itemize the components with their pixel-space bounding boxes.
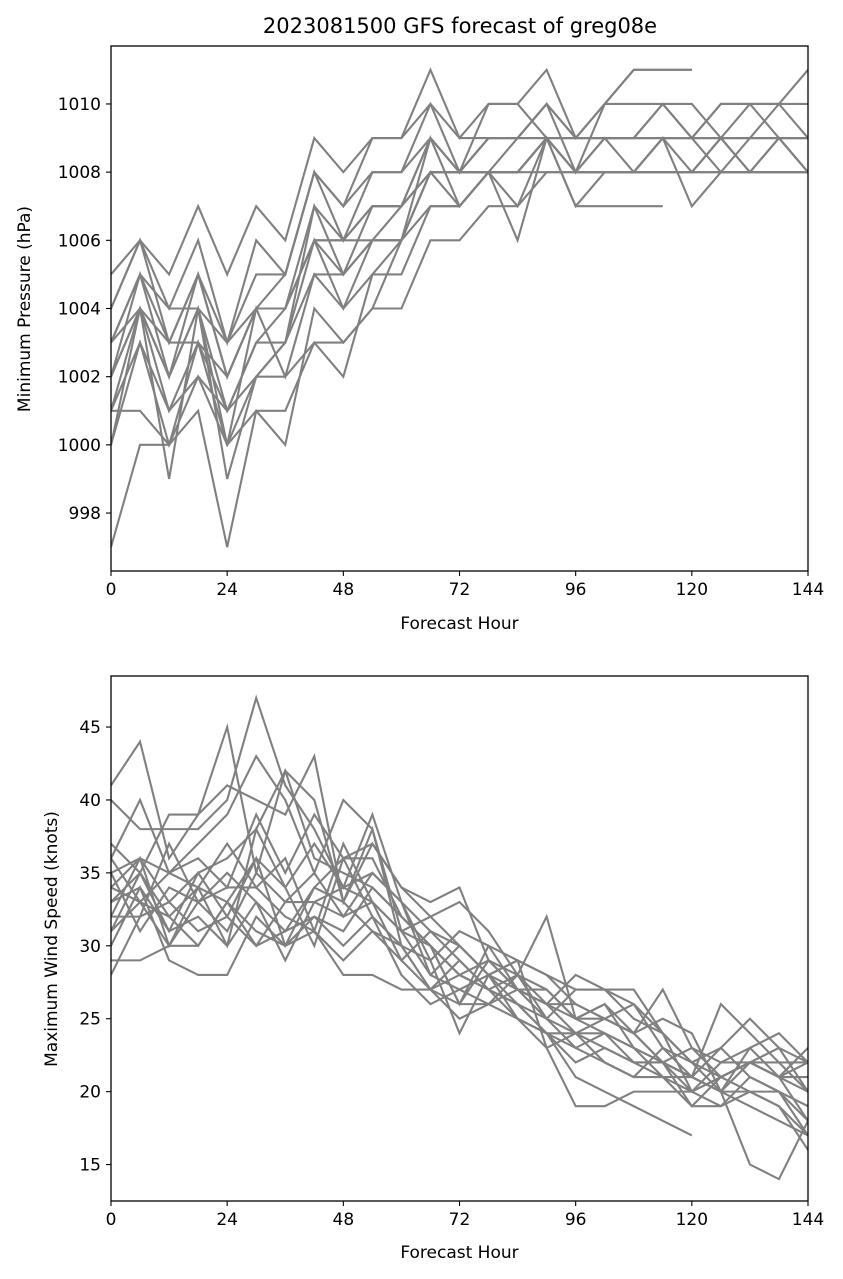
pressure-series-member-8 <box>111 101 808 345</box>
wind-plot-frame <box>110 675 809 1202</box>
pressure-panel: 0 24 48 72 96 120 144 998 1000 1002 1004 1006 1008 10… <box>15 45 824 634</box>
wind-x-tick-label: 72 <box>449 1210 471 1230</box>
chart-title: 2023081500 GFS forecast of greg08e <box>263 14 657 38</box>
pressure-y-tick-label: 1010 <box>58 95 101 115</box>
wind-series-member-15 <box>111 855 808 1151</box>
wind-y-tick-label: 40 <box>79 791 101 811</box>
pressure-series-member-4 <box>111 136 808 449</box>
wind-y-tick-label: 15 <box>79 1156 101 1176</box>
wind-x-tick-label: 24 <box>216 1210 238 1230</box>
pressure-y-tick-label: 1008 <box>58 163 101 183</box>
pressure-x-tick-label: 120 <box>676 580 708 600</box>
wind-x-axis-label: Forecast Hour <box>400 1243 518 1263</box>
pressure-x-tick-label: 48 <box>333 580 355 600</box>
pressure-x-tick-label: 144 <box>792 580 824 600</box>
pressure-series-member-6 <box>111 102 808 414</box>
wind-y-tick-label: 45 <box>79 718 101 738</box>
wind-series-member-11 <box>111 900 693 1137</box>
pressure-series-member-7 <box>111 69 808 380</box>
wind-series-member-18 <box>111 840 808 1094</box>
wind-y-tick-label: 35 <box>79 864 101 884</box>
pressure-x-tick-label: 96 <box>565 580 587 600</box>
pressure-y-tick-label: 1000 <box>58 436 101 456</box>
wind-x-tick-label: 48 <box>333 1210 355 1230</box>
wind-x-tick-label: 120 <box>676 1210 708 1230</box>
pressure-series-member-9 <box>111 101 808 347</box>
pressure-series-member-14 <box>111 101 808 346</box>
wind-series-member-8 <box>111 855 808 1079</box>
wind-panel: 0 24 48 72 96 120 144 15 20 25 30 35 40 45 Forecast H… <box>42 675 824 1263</box>
pressure-y-tick-label: 1006 <box>58 231 101 251</box>
wind-y-tick-label: 20 <box>79 1083 101 1103</box>
pressure-series-member-15 <box>111 136 808 446</box>
pressure-y-axis-label: Minimum Pressure (hPa) <box>15 206 35 412</box>
wind-x-tick-label: 0 <box>106 1210 117 1230</box>
pressure-series-member-10 <box>111 67 692 278</box>
pressure-x-axis-label: Forecast Hour <box>400 614 518 634</box>
pressure-x-tick-label: 24 <box>216 580 238 600</box>
pressure-series-member-2 <box>111 137 808 480</box>
wind-series-member-13 <box>111 872 808 1136</box>
wind-x-tick-label: 96 <box>565 1210 587 1230</box>
wind-series-member-16 <box>111 871 808 1122</box>
pressure-series-member-1 <box>111 171 808 548</box>
wind-y-tick-label: 25 <box>79 1010 101 1030</box>
pressure-y-tick-label: 1004 <box>58 300 101 320</box>
pressure-series-member-3 <box>111 68 692 448</box>
wind-x-tick-label: 144 <box>792 1210 824 1230</box>
wind-series-member-17 <box>111 826 808 1093</box>
wind-series-member-4 <box>111 754 808 1064</box>
wind-y-tick-label: 30 <box>79 937 101 957</box>
wind-y-axis-label: Maximum Wind Speed (knots) <box>42 811 62 1067</box>
pressure-x-tick-label: 0 <box>106 580 117 600</box>
pressure-x-tick-label: 72 <box>449 580 471 600</box>
pressure-y-tick-label: 998 <box>69 504 101 524</box>
pressure-y-tick-label: 1002 <box>58 368 101 388</box>
